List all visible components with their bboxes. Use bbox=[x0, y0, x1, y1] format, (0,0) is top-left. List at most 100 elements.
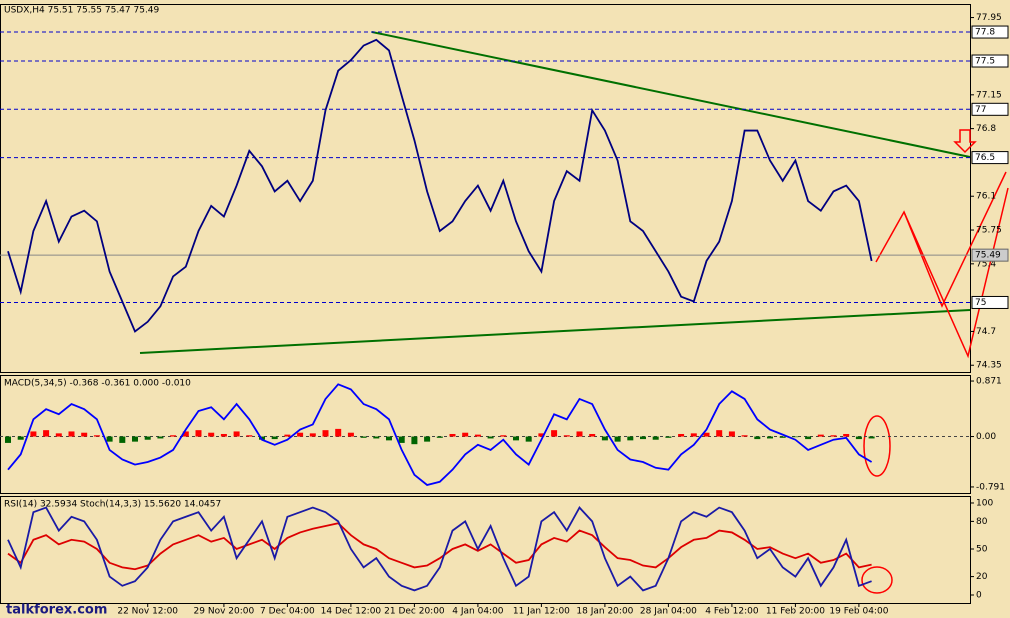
y-tick-label: 100 bbox=[976, 498, 993, 508]
chart-title: USDX,H4 75.51 75.55 75.47 75.49 bbox=[4, 6, 160, 16]
projection bbox=[903, 187, 1009, 359]
histogram-bar bbox=[195, 430, 202, 437]
x-tick-label: 4 Jan 04:00 bbox=[452, 607, 504, 617]
histogram-bar bbox=[551, 430, 558, 437]
histogram-bar bbox=[335, 428, 342, 437]
histogram-bar bbox=[513, 436, 519, 441]
projection bbox=[875, 171, 1007, 308]
histogram-bar bbox=[271, 436, 278, 440]
level-label: 77 bbox=[975, 105, 986, 115]
x-tick-label: 21 Dec 20:00 bbox=[384, 607, 445, 617]
main-frame bbox=[0, 4, 971, 373]
histogram-bar bbox=[716, 430, 723, 437]
x-tick-label: 22 Nov 12:00 bbox=[117, 607, 178, 617]
histogram-bar bbox=[132, 436, 138, 442]
histogram-bar bbox=[68, 431, 75, 437]
arrow-icon bbox=[953, 129, 977, 154]
highlight-circle bbox=[863, 415, 891, 477]
level-box bbox=[971, 54, 1009, 68]
histogram-bar bbox=[830, 435, 837, 437]
histogram-bar bbox=[449, 433, 456, 437]
histogram-bar bbox=[614, 436, 621, 442]
histogram-bar bbox=[233, 431, 240, 437]
histogram-bar bbox=[855, 436, 862, 440]
x-tick-label: 18 Jan 20:00 bbox=[576, 607, 633, 617]
histogram-bar bbox=[500, 435, 507, 437]
histogram-bar bbox=[462, 432, 469, 437]
y-tick-label: 74.35 bbox=[976, 361, 1002, 371]
histogram-bar bbox=[208, 432, 215, 437]
histogram-bar bbox=[728, 431, 735, 437]
histogram-bar bbox=[525, 436, 532, 442]
x-tick-label: 19 Feb 04:00 bbox=[829, 607, 888, 617]
level-label: 76.5 bbox=[975, 153, 995, 163]
histogram-bar bbox=[690, 433, 697, 437]
x-tick-label: 14 Dec 12:00 bbox=[321, 607, 382, 617]
histogram-bar bbox=[843, 433, 850, 437]
watermark: talkforex.com bbox=[6, 603, 107, 618]
x-tick-label: 11 Feb 20:00 bbox=[766, 607, 825, 617]
level-box bbox=[971, 295, 1009, 309]
panel-title: RSI(14) 32.5934 Stoch(14,3,3) 15.5620 14… bbox=[4, 500, 221, 510]
panel-frames bbox=[0, 4, 971, 604]
series-line bbox=[7, 522, 872, 571]
x-tick-label: 29 Nov 20:00 bbox=[194, 607, 255, 617]
last-price-label: 75.49 bbox=[975, 251, 1001, 261]
y-tick-label: 76.1 bbox=[976, 192, 996, 202]
histogram-bar bbox=[373, 436, 380, 439]
y-tick-label: 50 bbox=[976, 544, 988, 554]
trendline bbox=[371, 31, 971, 158]
histogram-bar bbox=[309, 433, 316, 437]
y-tick-label: 0.871 bbox=[976, 377, 1002, 387]
level-box bbox=[971, 25, 1009, 39]
trendline bbox=[139, 309, 971, 354]
y-tick-label: 0 bbox=[976, 590, 982, 600]
level-box bbox=[971, 102, 1009, 116]
histogram-bar bbox=[576, 431, 583, 437]
x-tick-label: 28 Jan 04:00 bbox=[640, 607, 697, 617]
histogram-bar bbox=[779, 436, 786, 438]
histogram-bar bbox=[182, 431, 189, 437]
y-tick-label: 20 bbox=[976, 572, 988, 582]
x-tick-label: 4 Feb 12:00 bbox=[705, 607, 759, 617]
series-line bbox=[7, 383, 873, 486]
histogram-bar bbox=[703, 432, 710, 437]
histogram-bar bbox=[678, 433, 685, 437]
y-tick-label: 77.15 bbox=[976, 90, 1002, 100]
histogram-bar bbox=[119, 436, 126, 443]
histogram-bar bbox=[170, 435, 177, 437]
histogram-bar bbox=[5, 436, 11, 443]
y-tick-label: 74.7 bbox=[976, 327, 996, 337]
histogram-bar bbox=[220, 433, 227, 437]
y-tick-label: 75.75 bbox=[976, 226, 1002, 236]
histogram-bar bbox=[93, 435, 100, 437]
histogram-bar bbox=[640, 436, 646, 440]
histogram-bar bbox=[347, 432, 354, 437]
level-label: 77.8 bbox=[975, 28, 995, 38]
histogram-bar bbox=[297, 432, 304, 437]
histogram-bar bbox=[627, 436, 634, 441]
histogram-bar bbox=[817, 434, 824, 437]
histogram-bar bbox=[538, 433, 545, 437]
histogram-bar bbox=[284, 434, 291, 437]
highlight-circle bbox=[861, 566, 893, 594]
histogram-bar bbox=[30, 431, 37, 437]
histogram-bar bbox=[424, 436, 431, 442]
y-tick-label: 75.4 bbox=[976, 259, 996, 269]
histogram-bar bbox=[17, 436, 24, 440]
rsi-frame bbox=[0, 496, 971, 604]
histogram-bar bbox=[360, 436, 367, 438]
histogram-bar bbox=[601, 436, 608, 441]
macd-frame bbox=[0, 375, 971, 494]
histogram-bar bbox=[665, 436, 672, 438]
histogram-bar bbox=[741, 435, 748, 437]
series-line bbox=[7, 38, 873, 333]
level-box bbox=[971, 151, 1009, 165]
y-tick-label: 0.00 bbox=[976, 432, 996, 442]
histogram-bar bbox=[805, 436, 812, 440]
histogram-bar bbox=[386, 436, 392, 441]
histogram-bar bbox=[55, 433, 62, 437]
last-price-box bbox=[971, 248, 1009, 262]
